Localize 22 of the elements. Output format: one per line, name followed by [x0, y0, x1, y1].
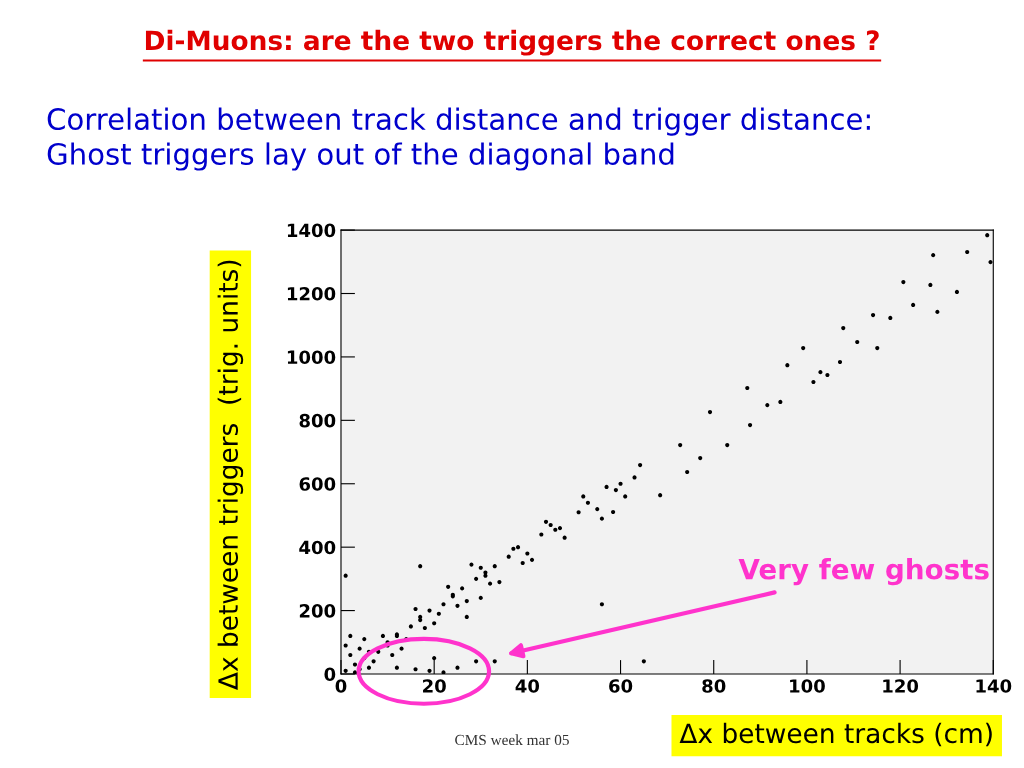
x-tick-label: 0: [335, 679, 347, 693]
y-tick-label: 400: [299, 540, 336, 555]
x-tick-label: 100: [790, 679, 825, 693]
x-tick-label: 20: [423, 679, 446, 693]
x-tick-label: 40: [515, 679, 540, 693]
chart-subtitle: Correlation between track distance and trigger distance: Ghost triggers lay out of the diagonal band: [47, 107, 870, 171]
y-tick-label: 200: [299, 604, 336, 618]
y-tick-label: 1400: [287, 223, 336, 238]
y-tick-label: 600: [299, 477, 336, 491]
x-tick-label: 120: [883, 679, 919, 693]
text: CMS week mar 05: [455, 734, 569, 746]
annotation: Very few ghosts: [738, 558, 989, 586]
y-tick-label: 1200: [287, 286, 336, 301]
y-axis-title: Δx between triggers (trig. units): [217, 260, 244, 690]
x-tick-label: 80: [702, 679, 726, 693]
y-tick-label: 800: [299, 413, 336, 428]
x-axis-title: Δx between tracks (cm): [679, 722, 992, 747]
y-tick-label: 1000: [287, 350, 336, 365]
y-tick-label: 0: [324, 667, 336, 682]
chart-title: Di-Muons: are the two triggers the correct ones ?: [145, 29, 879, 56]
x-tick-label: 140: [976, 679, 1012, 693]
x-tick-label: 60: [609, 679, 633, 693]
